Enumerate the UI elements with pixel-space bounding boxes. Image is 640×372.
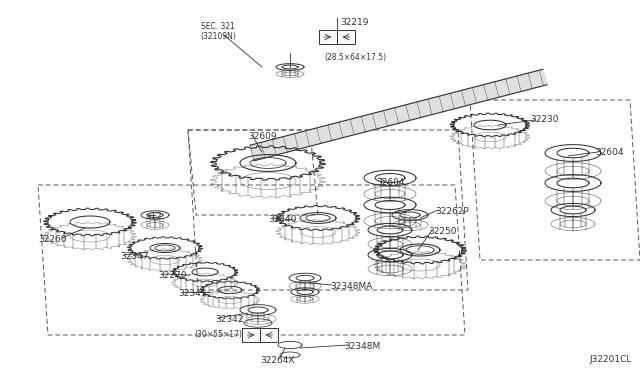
Text: (28.5×64×17.5): (28.5×64×17.5)	[324, 53, 386, 62]
Text: 32342: 32342	[215, 315, 243, 324]
Bar	[260, 328, 278, 342]
Text: (30×55×17): (30×55×17)	[194, 330, 242, 339]
Text: 32604: 32604	[595, 148, 623, 157]
Text: 32609: 32609	[248, 132, 276, 141]
Bar	[319, 30, 337, 44]
Text: J32201CL: J32201CL	[589, 355, 632, 364]
Text: 32260: 32260	[38, 235, 67, 244]
Text: 32262P: 32262P	[435, 207, 468, 216]
Text: 32440: 32440	[268, 215, 296, 224]
Text: 32347: 32347	[120, 252, 148, 261]
Text: 32264X: 32264X	[260, 356, 295, 365]
Polygon shape	[250, 69, 547, 161]
Text: 32219: 32219	[340, 18, 369, 27]
Text: SEC. 321
(32109N): SEC. 321 (32109N)	[200, 22, 236, 41]
Text: 32230: 32230	[530, 115, 559, 124]
Text: 32348MA: 32348MA	[330, 282, 372, 291]
Text: 32604: 32604	[376, 178, 404, 187]
Text: 32348M: 32348M	[344, 342, 380, 351]
Bar	[242, 328, 260, 342]
Bar	[337, 30, 355, 44]
Text: 32270: 32270	[158, 271, 186, 280]
Text: 32250: 32250	[428, 227, 456, 236]
Text: x12: x12	[146, 212, 163, 221]
Text: 32341: 32341	[178, 289, 207, 298]
